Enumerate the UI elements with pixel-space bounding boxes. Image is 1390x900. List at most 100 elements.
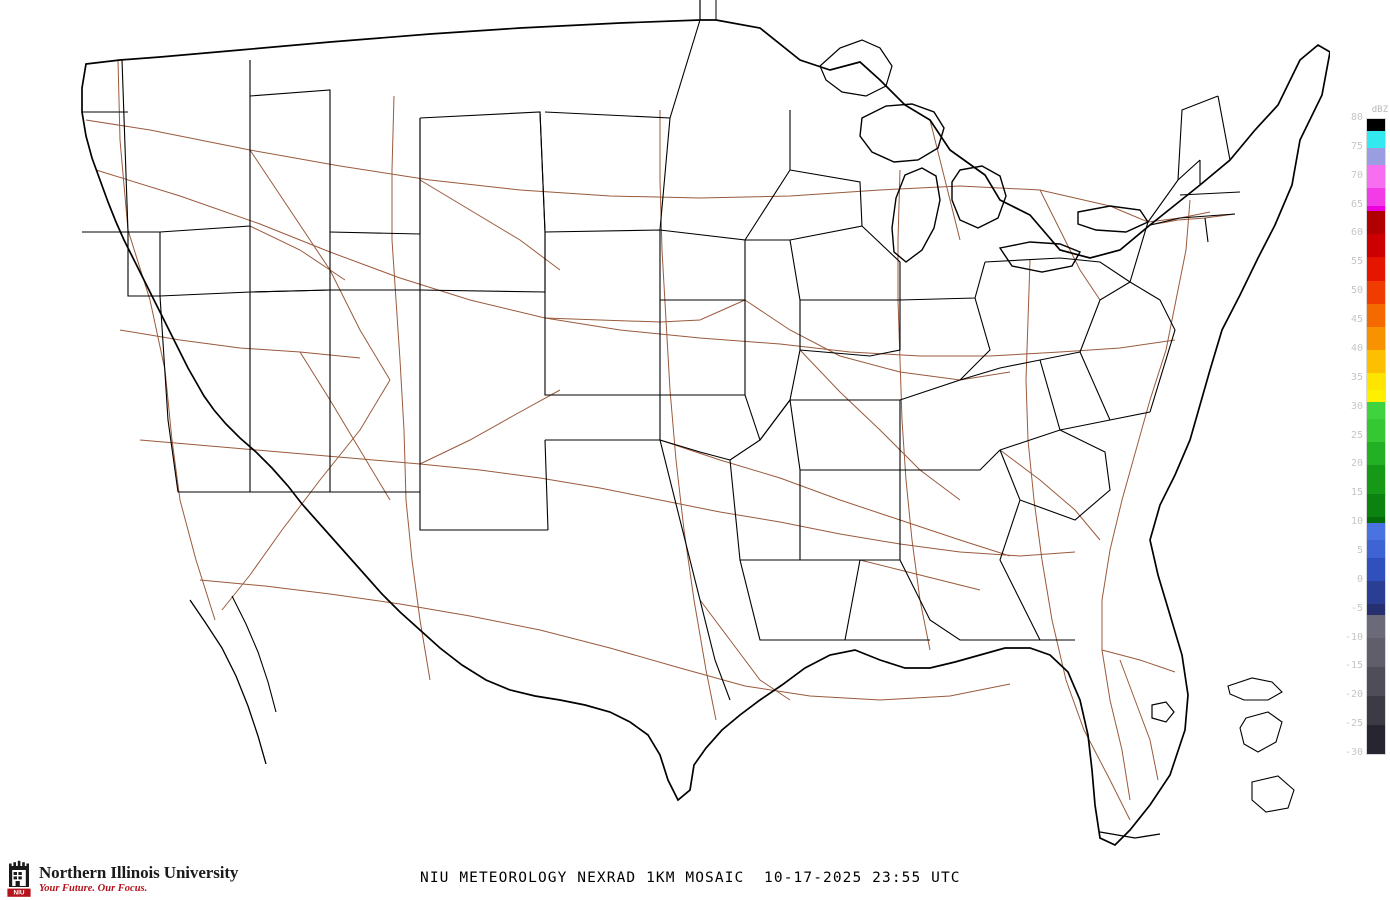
- florida-keys: [1099, 831, 1161, 839]
- colorbar-segment: [1367, 165, 1385, 189]
- i-5-corridor: [117, 59, 216, 621]
- nj-de-md-coast: [1129, 281, 1176, 413]
- ga-fl-border: [999, 499, 1075, 641]
- colorbar-tick-label: 80: [1350, 112, 1363, 123]
- i-90-northeast: [1109, 205, 1211, 223]
- colorbar-segment: [1367, 326, 1385, 350]
- mo-il-border: [660, 300, 746, 396]
- ia-il-mo-border: [659, 229, 746, 301]
- oh-wv-border: [959, 297, 991, 381]
- colorbar-tick-label: 70: [1350, 169, 1363, 181]
- nm-co-border: [330, 290, 421, 493]
- i-10-corridor: [199, 579, 1011, 701]
- i-15-north: [249, 149, 391, 381]
- i-59-corridor: [859, 559, 981, 591]
- radar-reflectivity-layer: [0, 0, 1330, 858]
- mn-border-north: [669, 19, 701, 119]
- colorbar-tick-label: 10: [1350, 516, 1363, 528]
- colorbar-segment: [1367, 615, 1385, 639]
- ma-nh-border: [1179, 191, 1241, 196]
- pa-ny-border: [984, 257, 1131, 283]
- colorbar-segment: [1367, 257, 1385, 281]
- ar-ms-border: [799, 470, 860, 561]
- ok-ar-border: [659, 439, 731, 461]
- lake-erie: [998, 241, 1082, 273]
- i-40-corridor: [139, 439, 1076, 557]
- colorbar-tick-label: 20: [1350, 458, 1363, 470]
- niu-castle-logo-icon: NIU: [7, 860, 31, 897]
- tx-nm-line: [544, 439, 549, 531]
- bahamas-andros: [1239, 711, 1283, 753]
- i-15-south: [221, 379, 391, 611]
- i-45-corridor: [699, 599, 791, 701]
- mo-tn-line: [759, 399, 791, 441]
- colorbar-segment: [1367, 119, 1385, 131]
- mt-nd-sd-border: [419, 111, 546, 233]
- conus-outline: [81, 19, 1330, 847]
- institution-tagline: Your Future. Our Focus.: [39, 883, 148, 894]
- tx-la-line: [659, 439, 731, 701]
- colorbar-tick-label: 0: [1356, 573, 1363, 585]
- colorbar-segment: [1367, 130, 1385, 148]
- niu-logo-text: Northern Illinois University Your Future…: [39, 863, 238, 895]
- lake-of-woods-area: [819, 39, 893, 97]
- colorbar-segment: [1367, 465, 1385, 495]
- colorbar-segment: [1367, 349, 1385, 373]
- i-70-west: [544, 299, 746, 323]
- i-95-ne-branch: [1149, 213, 1236, 226]
- in-ky-oh-border: [799, 300, 901, 357]
- colorbar-segment: [1367, 390, 1385, 402]
- colorbar-tick-label: -10: [1344, 631, 1363, 643]
- colorbar-segment: [1367, 667, 1385, 696]
- colorbar-segment: [1367, 494, 1385, 518]
- radar-map-panel[interactable]: [0, 0, 1330, 858]
- colorbar-tick-label: 5: [1356, 544, 1363, 556]
- i-25-corridor: [391, 95, 431, 681]
- colorbar-segment: [1367, 557, 1385, 581]
- nv-az-ut-border: [178, 292, 251, 493]
- nc-va-border: [999, 411, 1151, 451]
- colorbar-gradient: [1366, 118, 1386, 755]
- or-id-nv-corner: [127, 232, 160, 297]
- wv-pa-border: [959, 351, 1081, 381]
- ms-la-border: [844, 559, 930, 641]
- colorbar-tick-label: -5: [1350, 602, 1363, 614]
- az-nm-ut-co-border: [250, 290, 331, 493]
- mn-wi-border: [744, 110, 791, 241]
- reflectivity-colorbar: dBZ 80 75 70 65 60 55 50 45 40 35 30 25 20 15 10 5 0 -5 -1…: [1330, 0, 1390, 858]
- svg-text:NIU: NIU: [13, 890, 24, 897]
- ny-border-lake: [1129, 221, 1149, 283]
- colorbar-tick-label: -25: [1344, 718, 1363, 730]
- colorbar-tick-label: -20: [1344, 689, 1363, 701]
- mo-ar-border: [729, 394, 761, 461]
- ky-tn-wv-border: [790, 379, 961, 401]
- colorbar-tick-label: 55: [1350, 256, 1363, 268]
- ut-co-border: [249, 289, 331, 293]
- colorbar-segment: [1367, 638, 1385, 668]
- i-65-corridor: [897, 169, 931, 651]
- lake-ontario: [1077, 205, 1150, 233]
- ct-ri-line: [1204, 217, 1209, 243]
- colorbar-segment: [1367, 372, 1385, 391]
- vt-nh-border: [1177, 95, 1219, 181]
- il-in-border: [789, 239, 801, 350]
- colorbar-tick-label: 65: [1350, 198, 1363, 210]
- footer-bar: NIU Northern Illinois University Your Fu…: [0, 858, 1390, 900]
- colorbar-segment: [1367, 695, 1385, 725]
- ok-tx-border: [545, 395, 661, 441]
- lake-okeechobee: [1151, 701, 1175, 723]
- product-caption: NIU METEOROLOGY NEXRAD 1KM MOSAIC 10-17-…: [420, 870, 961, 886]
- colorbar-tick-labels: 80 75 70 65 60 55 50 45 40 35 30 25 20 15 10 5 0 -5 -10 -15…: [1330, 113, 1366, 758]
- colorbar-tick-label: -30: [1344, 747, 1363, 758]
- i-26-corridor: [999, 449, 1101, 541]
- lake-huron: [951, 165, 1007, 229]
- coastline-layer: [81, 0, 1330, 847]
- nv-id-border: [159, 226, 251, 297]
- i-95-corridor: [1101, 199, 1191, 801]
- colorbar-segment: [1367, 205, 1385, 212]
- colorbar-units-label: dBZ: [1371, 105, 1388, 115]
- baja-california-coast: [189, 599, 267, 765]
- i-79-corridor: [1039, 189, 1101, 301]
- wa-id-border: [121, 59, 129, 233]
